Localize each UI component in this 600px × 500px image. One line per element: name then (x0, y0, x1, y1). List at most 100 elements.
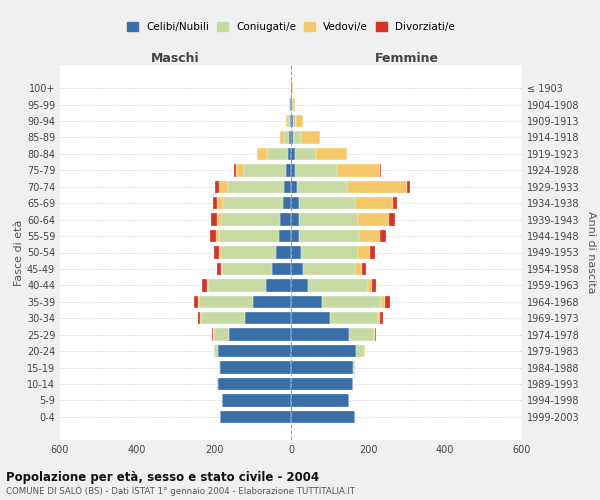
Bar (380, 312, 383, 324)
Bar (220, 410, 291, 423)
Bar (194, 296, 198, 308)
Bar (291, 312, 329, 324)
Bar (362, 263, 366, 275)
Bar (245, 312, 291, 324)
Bar (293, 115, 296, 127)
Bar (213, 197, 217, 209)
Bar (286, 164, 291, 176)
Bar (349, 328, 374, 341)
Bar (389, 214, 395, 226)
Bar (301, 132, 320, 143)
Bar (358, 246, 370, 258)
Bar (291, 296, 322, 308)
Bar (308, 279, 368, 291)
Bar (372, 279, 376, 291)
Bar (221, 214, 280, 226)
Bar (220, 362, 291, 374)
Bar (291, 214, 299, 226)
Bar (322, 296, 382, 308)
Bar (200, 312, 245, 324)
Bar (364, 345, 365, 357)
Bar (202, 279, 208, 291)
Bar (257, 148, 267, 160)
Bar (213, 328, 214, 341)
Bar (280, 214, 291, 226)
Bar (355, 197, 393, 209)
Bar (208, 279, 266, 291)
Bar (278, 230, 291, 242)
Bar (316, 148, 347, 160)
Bar (284, 132, 289, 143)
Bar (356, 345, 364, 357)
Bar (347, 180, 407, 193)
Bar (291, 230, 299, 242)
Text: Maschi: Maschi (151, 52, 200, 65)
Bar (244, 164, 286, 176)
Bar (288, 148, 291, 160)
Bar (212, 328, 213, 341)
Bar (272, 263, 291, 275)
Bar (217, 378, 218, 390)
Bar (290, 115, 291, 127)
Bar (302, 263, 355, 275)
Bar (291, 246, 301, 258)
Y-axis label: Fasce di età: Fasce di età (14, 220, 24, 286)
Bar (291, 115, 293, 127)
Bar (284, 180, 291, 193)
Bar (291, 180, 297, 193)
Bar (353, 362, 355, 374)
Bar (218, 378, 291, 390)
Bar (199, 296, 253, 308)
Bar (292, 82, 293, 94)
Bar (299, 214, 358, 226)
Bar (214, 246, 218, 258)
Bar (219, 362, 220, 374)
Text: Femmine: Femmine (374, 52, 439, 65)
Bar (222, 263, 272, 275)
Bar (291, 263, 302, 275)
Bar (374, 328, 375, 341)
Bar (210, 230, 216, 242)
Bar (228, 180, 284, 193)
Bar (253, 296, 291, 308)
Bar (291, 279, 308, 291)
Bar (385, 296, 391, 308)
Bar (370, 246, 374, 258)
Bar (277, 246, 291, 258)
Bar (297, 180, 347, 193)
Legend: Celibi/Nubili, Coniugati/e, Vedovi/e, Divorziati/e: Celibi/Nubili, Coniugati/e, Vedovi/e, Di… (123, 18, 459, 36)
Bar (221, 263, 222, 275)
Bar (292, 98, 293, 111)
Bar (380, 164, 382, 176)
Bar (198, 312, 200, 324)
Bar (329, 312, 377, 324)
Bar (358, 214, 389, 226)
Bar (289, 132, 291, 143)
Bar (223, 197, 283, 209)
Bar (293, 98, 295, 111)
Y-axis label: Anni di nascita: Anni di nascita (586, 211, 596, 294)
Bar (291, 328, 349, 341)
Bar (291, 410, 355, 423)
Bar (291, 164, 295, 176)
Bar (291, 378, 353, 390)
Bar (283, 197, 291, 209)
Bar (337, 164, 380, 176)
Bar (291, 98, 292, 111)
Bar (377, 312, 380, 324)
Bar (359, 230, 380, 242)
Bar (217, 263, 221, 275)
Bar (299, 197, 355, 209)
Text: Popolazione per età, sesso e stato civile - 2004: Popolazione per età, sesso e stato civil… (6, 471, 319, 484)
Bar (296, 115, 304, 127)
Bar (291, 82, 292, 94)
Bar (267, 148, 288, 160)
Bar (236, 164, 244, 176)
Bar (295, 164, 337, 176)
Bar (222, 394, 291, 406)
Bar (301, 246, 358, 258)
Bar (216, 230, 219, 242)
Bar (291, 345, 356, 357)
Bar (291, 197, 299, 209)
Bar (382, 296, 385, 308)
